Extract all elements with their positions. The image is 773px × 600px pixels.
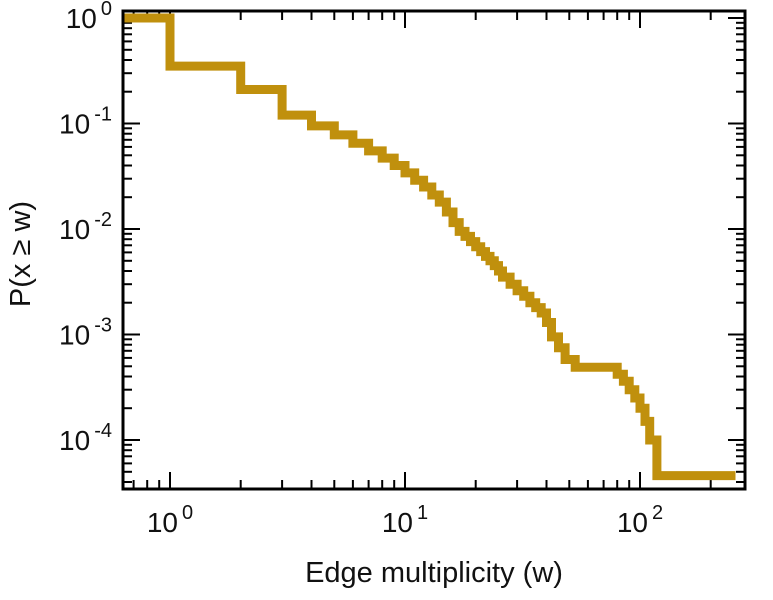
- plot-frame: [121, 9, 747, 491]
- y-tick-label: 10 0: [66, 0, 112, 34]
- y-axis-label: P(x ≥ w): [5, 201, 37, 307]
- y-tick-label: 10 -2: [59, 209, 112, 245]
- x-tick-label: 10 0: [147, 502, 193, 538]
- x-axis-label: Edge multiplicity (w): [305, 557, 563, 589]
- y-tick-label: 10 -4: [59, 420, 112, 456]
- x-tick-label: 10 1: [382, 502, 428, 538]
- y-tick-label: 10 -3: [59, 315, 112, 351]
- axis-tick-labels: 10 0 10 1 10 2 10 0 10 -1 10 -2 10 -3 10 -4: [59, 0, 663, 538]
- ccdf-curve: [122, 13, 736, 481]
- x-tick-label: 10 2: [617, 502, 663, 538]
- y-tick-label: 10 -1: [59, 104, 112, 140]
